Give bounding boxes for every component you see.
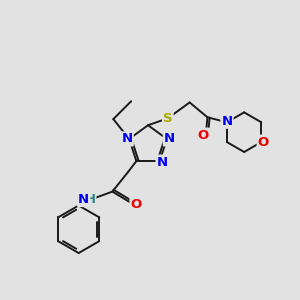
Text: O: O <box>130 198 142 211</box>
Text: S: S <box>163 112 172 125</box>
Text: H: H <box>85 193 95 206</box>
Text: O: O <box>258 136 269 148</box>
Text: N: N <box>221 115 233 128</box>
Text: N: N <box>164 132 175 146</box>
Text: N: N <box>78 193 89 206</box>
Text: O: O <box>198 129 209 142</box>
Text: N: N <box>157 156 168 169</box>
Text: N: N <box>122 132 133 146</box>
